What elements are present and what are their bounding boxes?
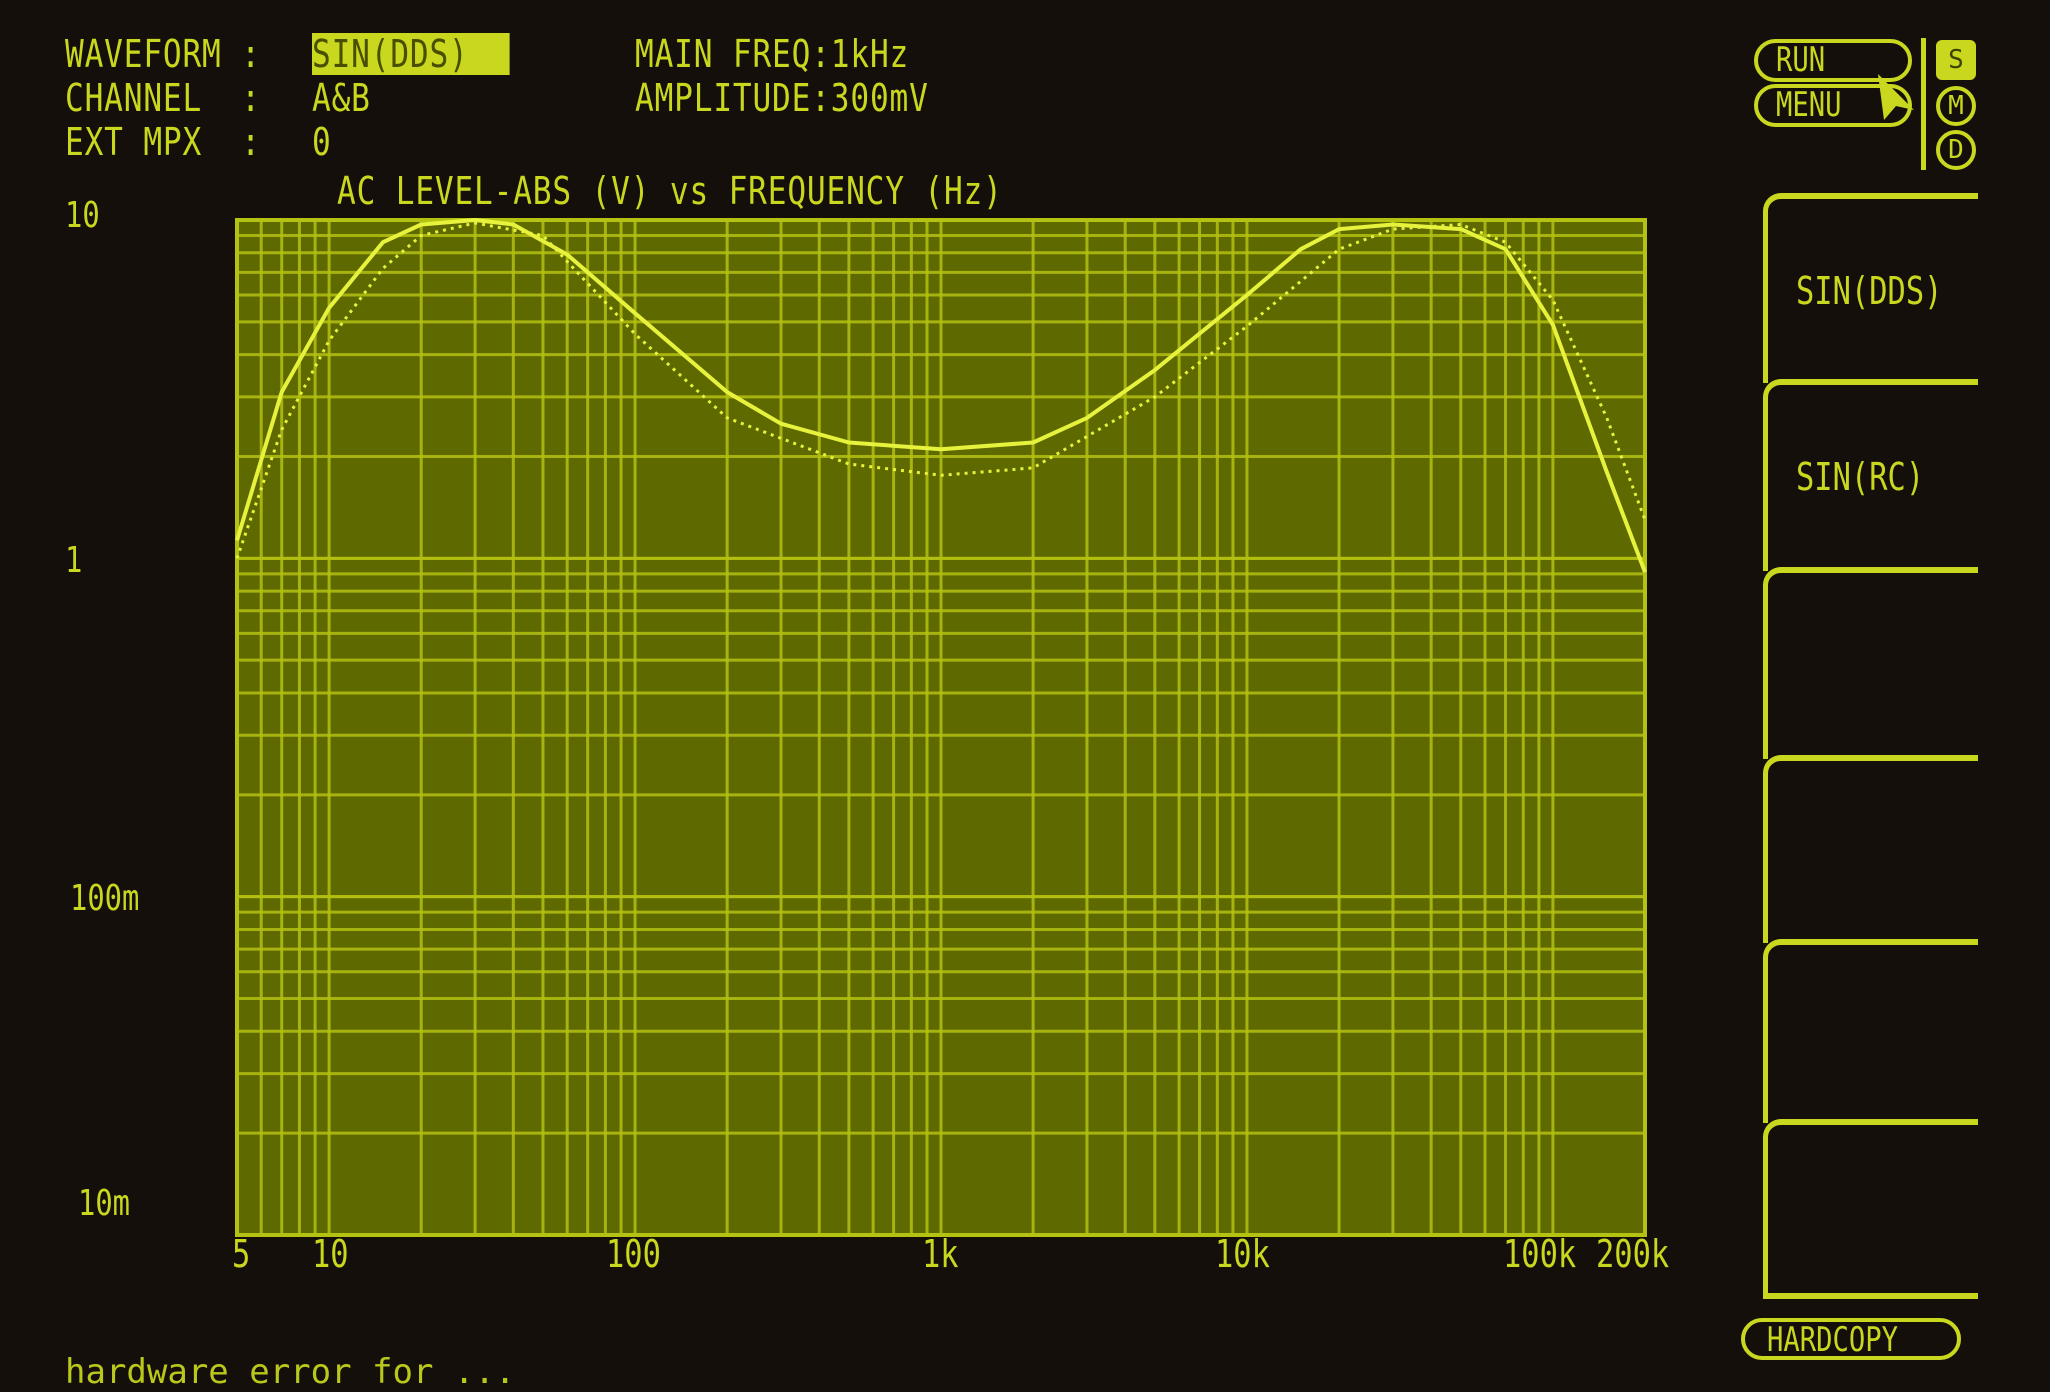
y-tick-label: 10 (65, 195, 100, 236)
amplitude: AMPLITUDE:300mV (635, 76, 929, 120)
menu-label: MENU (1776, 85, 1842, 125)
x-tick-label: 100k (1503, 1232, 1577, 1276)
softkey-label: SIN(DDS) (1796, 269, 1943, 313)
mode-m-button[interactable]: M (1936, 86, 1976, 126)
softkey-4[interactable] (1763, 755, 1978, 943)
y-tick-label: 100m (70, 878, 140, 919)
ext-mpx-label: EXT MPX : (65, 120, 261, 164)
waveform-value[interactable]: SIN(DDS) (312, 33, 510, 75)
x-tick-label: 100 (606, 1232, 661, 1276)
divider (1921, 38, 1926, 170)
run-label: RUN (1776, 40, 1826, 80)
ext-mpx-value[interactable]: 0 (312, 120, 332, 164)
y-tick-label: 10m (78, 1183, 131, 1224)
waveform-label: WAVEFORM : (65, 32, 261, 76)
x-tick-label: 10k (1215, 1232, 1270, 1276)
softkey-5[interactable] (1763, 939, 1978, 1123)
status-message: hardware error for ... (65, 1352, 516, 1392)
menu-button[interactable]: MENU (1754, 84, 1912, 127)
x-tick-label: 5 (232, 1232, 251, 1276)
channel-value[interactable]: A&B (312, 76, 371, 120)
cursor-arrow-icon (1878, 74, 1914, 120)
x-tick-label: 10 (312, 1232, 349, 1276)
channel-label: CHANNEL : (65, 76, 261, 120)
softkey-6[interactable] (1763, 1119, 1978, 1299)
softkey-2[interactable]: SIN(RC) (1763, 379, 1978, 571)
x-tick-label: 200k (1596, 1232, 1670, 1276)
softkey-label: SIN(RC) (1796, 455, 1925, 499)
hardcopy-label: HARDCOPY (1767, 1320, 1899, 1360)
mode-d-button[interactable]: D (1936, 130, 1976, 170)
main-freq: MAIN FREQ:1kHz (635, 32, 910, 76)
softkey-1[interactable]: SIN(DDS) (1763, 193, 1978, 383)
trace-dotted (235, 221, 1647, 559)
run-button[interactable]: RUN (1754, 39, 1912, 82)
trace-solid (235, 218, 1647, 573)
y-tick-label: 1 (65, 540, 83, 581)
softkey-3[interactable] (1763, 567, 1978, 759)
chart-title: AC LEVEL-ABS (V) vs FREQUENCY (Hz) (337, 169, 1003, 213)
x-tick-label: 1k (922, 1232, 959, 1276)
mode-s-button[interactable]: S (1936, 40, 1976, 80)
hardcopy-button[interactable]: HARDCOPY (1741, 1318, 1961, 1360)
